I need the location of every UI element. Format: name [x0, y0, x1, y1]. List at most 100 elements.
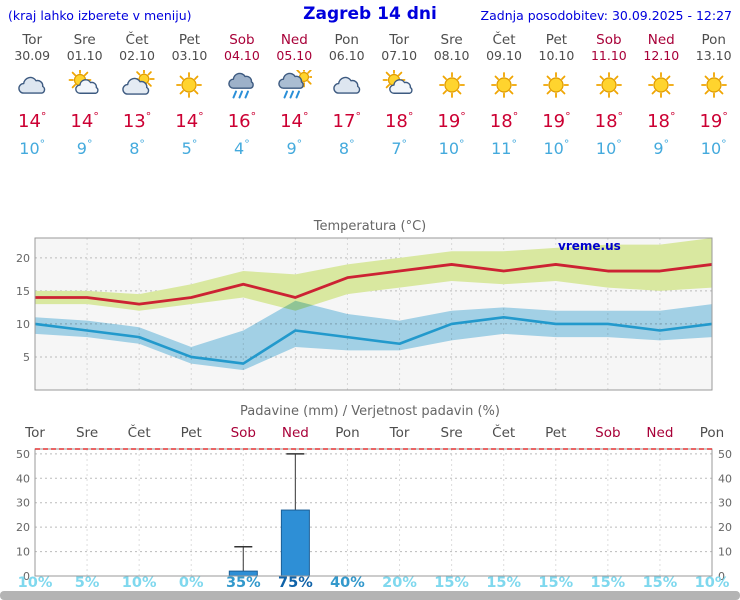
precip-day-label: Sob — [230, 425, 256, 441]
precip-axis-tick: 40 — [16, 472, 30, 485]
day-date: 11.10 — [590, 48, 627, 63]
weather-icon-partly-cloudy — [58, 68, 110, 104]
temperature-chart: 5 10 15 20 vreme.us — [16, 237, 713, 391]
high-temp: 14° — [280, 110, 309, 132]
low-temp: 10° — [595, 137, 622, 158]
precip-probability: 35% — [225, 575, 261, 591]
weather-icon-cloudy — [6, 70, 58, 104]
weather-icon-rain — [216, 70, 268, 104]
precip-probability: 20% — [382, 575, 417, 591]
precip-probability: 10% — [17, 575, 53, 591]
day-date: 06.10 — [328, 48, 365, 63]
low-temp: 8° — [338, 137, 355, 158]
precip-day-label: Sre — [440, 425, 463, 441]
precip-axis-tick: 0 — [23, 570, 30, 583]
high-temp: 14° — [175, 110, 204, 132]
day-name: Sob — [596, 32, 622, 48]
forecast-day-column[interactable]: Sre 08.10 19° 10° — [425, 32, 477, 158]
precip-probability: 15% — [642, 575, 678, 591]
low-temp: 10° — [700, 137, 727, 158]
temp-chart-title: Temperatura (°C) — [313, 219, 427, 234]
forecast-day-column[interactable]: Sob 04.10 16° 4° — [216, 32, 268, 158]
day-name: Pon — [334, 32, 359, 48]
precip-probability: 40% — [330, 575, 365, 591]
weather-icon-sunny — [163, 70, 215, 104]
high-temp: 16° — [227, 110, 257, 132]
precip-probability: 10% — [694, 575, 730, 591]
precip-probability-row: 10% 5% 10% 0% 35% 75% 40% 20% 15% 15% 15% 15% 15% 10% — [0, 575, 740, 591]
precip-day-label: Pet — [545, 425, 567, 441]
precip-day-label: Sre — [75, 425, 99, 441]
precip-day-label: Tor — [389, 425, 410, 441]
day-name: Pet — [545, 32, 568, 48]
weather-icon-sunny — [583, 70, 635, 104]
watermark: vreme.us — [558, 239, 621, 253]
high-temp: 14° — [18, 110, 47, 132]
low-temp: 9° — [76, 137, 93, 158]
precip-probability: 15% — [538, 575, 574, 591]
precip-day-label: Pon — [699, 425, 725, 441]
precip-axis-tick: 50 — [718, 448, 732, 461]
high-temp: 18° — [647, 110, 676, 132]
low-temp: 10° — [438, 137, 465, 158]
precip-day-label: Ned — [281, 425, 309, 441]
low-temp: 5° — [181, 137, 198, 158]
precip-day-labels: Tor Sre Čet Pet Sob Ned Pon Tor Sre Čet Pet Sob Ned P… — [0, 425, 740, 443]
day-date: 08.10 — [433, 48, 470, 63]
day-name: Sre — [440, 32, 463, 48]
forecast-day-column[interactable]: Pet 10.10 19° 10° — [530, 32, 582, 158]
day-date: 09.10 — [486, 48, 522, 63]
precip-probability: 5% — [74, 575, 100, 591]
weather-icon-showers — [268, 66, 320, 104]
forecast-day-column[interactable]: Tor 07.10 18° 7° — [373, 32, 425, 158]
forecast-day-column[interactable]: Tor 30.09 14° 10° — [6, 32, 58, 158]
precip-day-label: Pon — [335, 425, 360, 441]
precip-axis-tick: 50 — [16, 448, 30, 461]
precip-chart-title: Padavine (mm) / Verjetnost padavin (%) — [240, 404, 500, 419]
precip-probability: 15% — [434, 575, 469, 591]
weather-icon-partly-cloudy — [373, 68, 425, 104]
day-name: Pet — [178, 32, 201, 48]
forecast-day-column[interactable]: Pon 06.10 17° 8° — [321, 32, 373, 158]
day-name: Pon — [701, 32, 726, 48]
high-temp: 18° — [594, 110, 624, 132]
forecast-day-column[interactable]: Sob 11.10 18° 10° — [583, 32, 635, 158]
page-title: Zagreb 14 dni — [303, 4, 437, 24]
forecast-day-column[interactable]: Čet 02.10 13° 8° — [111, 32, 163, 158]
day-name: Čet — [492, 32, 516, 48]
forecast-day-column[interactable]: Ned 12.10 18° 9° — [635, 32, 687, 158]
day-name: Tor — [22, 32, 43, 48]
high-temp: 19° — [437, 110, 466, 132]
forecast-day-column[interactable]: Pon 13.10 19° 10° — [687, 32, 739, 158]
day-date: 02.10 — [119, 48, 155, 63]
precip-probability: 0% — [178, 575, 204, 591]
precip-probability: 10% — [121, 575, 157, 591]
forecast-day-column[interactable]: Čet 09.10 18° 11° — [478, 32, 530, 158]
day-name: Čet — [125, 32, 149, 48]
day-date: 07.10 — [381, 48, 418, 63]
precip-axis-tick: 20 — [718, 521, 732, 534]
low-temp: 11° — [491, 137, 517, 158]
last-updated: Zadnja posodobitev: 30.09.2025 - 12:27 — [480, 8, 732, 23]
forecast-day-column[interactable]: Pet 03.10 14° 5° — [163, 32, 215, 158]
day-date: 12.10 — [643, 48, 680, 63]
high-temp: 13° — [122, 110, 152, 132]
high-temp: 17° — [332, 110, 361, 132]
weather-icon-sunny — [425, 70, 477, 104]
forecast-day-column[interactable]: Sre 01.10 14° 9° — [58, 32, 110, 158]
day-name: Ned — [647, 32, 675, 48]
forecast-day-column[interactable]: Ned 05.10 14° 9° — [268, 32, 320, 158]
precip-day-label: Ned — [646, 425, 674, 441]
precip-day-label: Pet — [180, 425, 202, 441]
horizontal-scrollbar[interactable] — [0, 591, 740, 600]
weather-icon-mostly-cloudy — [111, 68, 163, 104]
precip-probability: 15% — [590, 575, 626, 591]
high-temp: 14° — [70, 110, 99, 132]
day-name: Tor — [389, 32, 410, 48]
precip-axis-tick: 40 — [718, 472, 732, 485]
temp-axis-tick: 5 — [23, 351, 30, 364]
precip-axis-tick: 30 — [718, 497, 732, 510]
low-temp: 10° — [543, 137, 570, 158]
precip-bar — [280, 509, 310, 577]
temp-axis-tick: 10 — [16, 318, 30, 331]
